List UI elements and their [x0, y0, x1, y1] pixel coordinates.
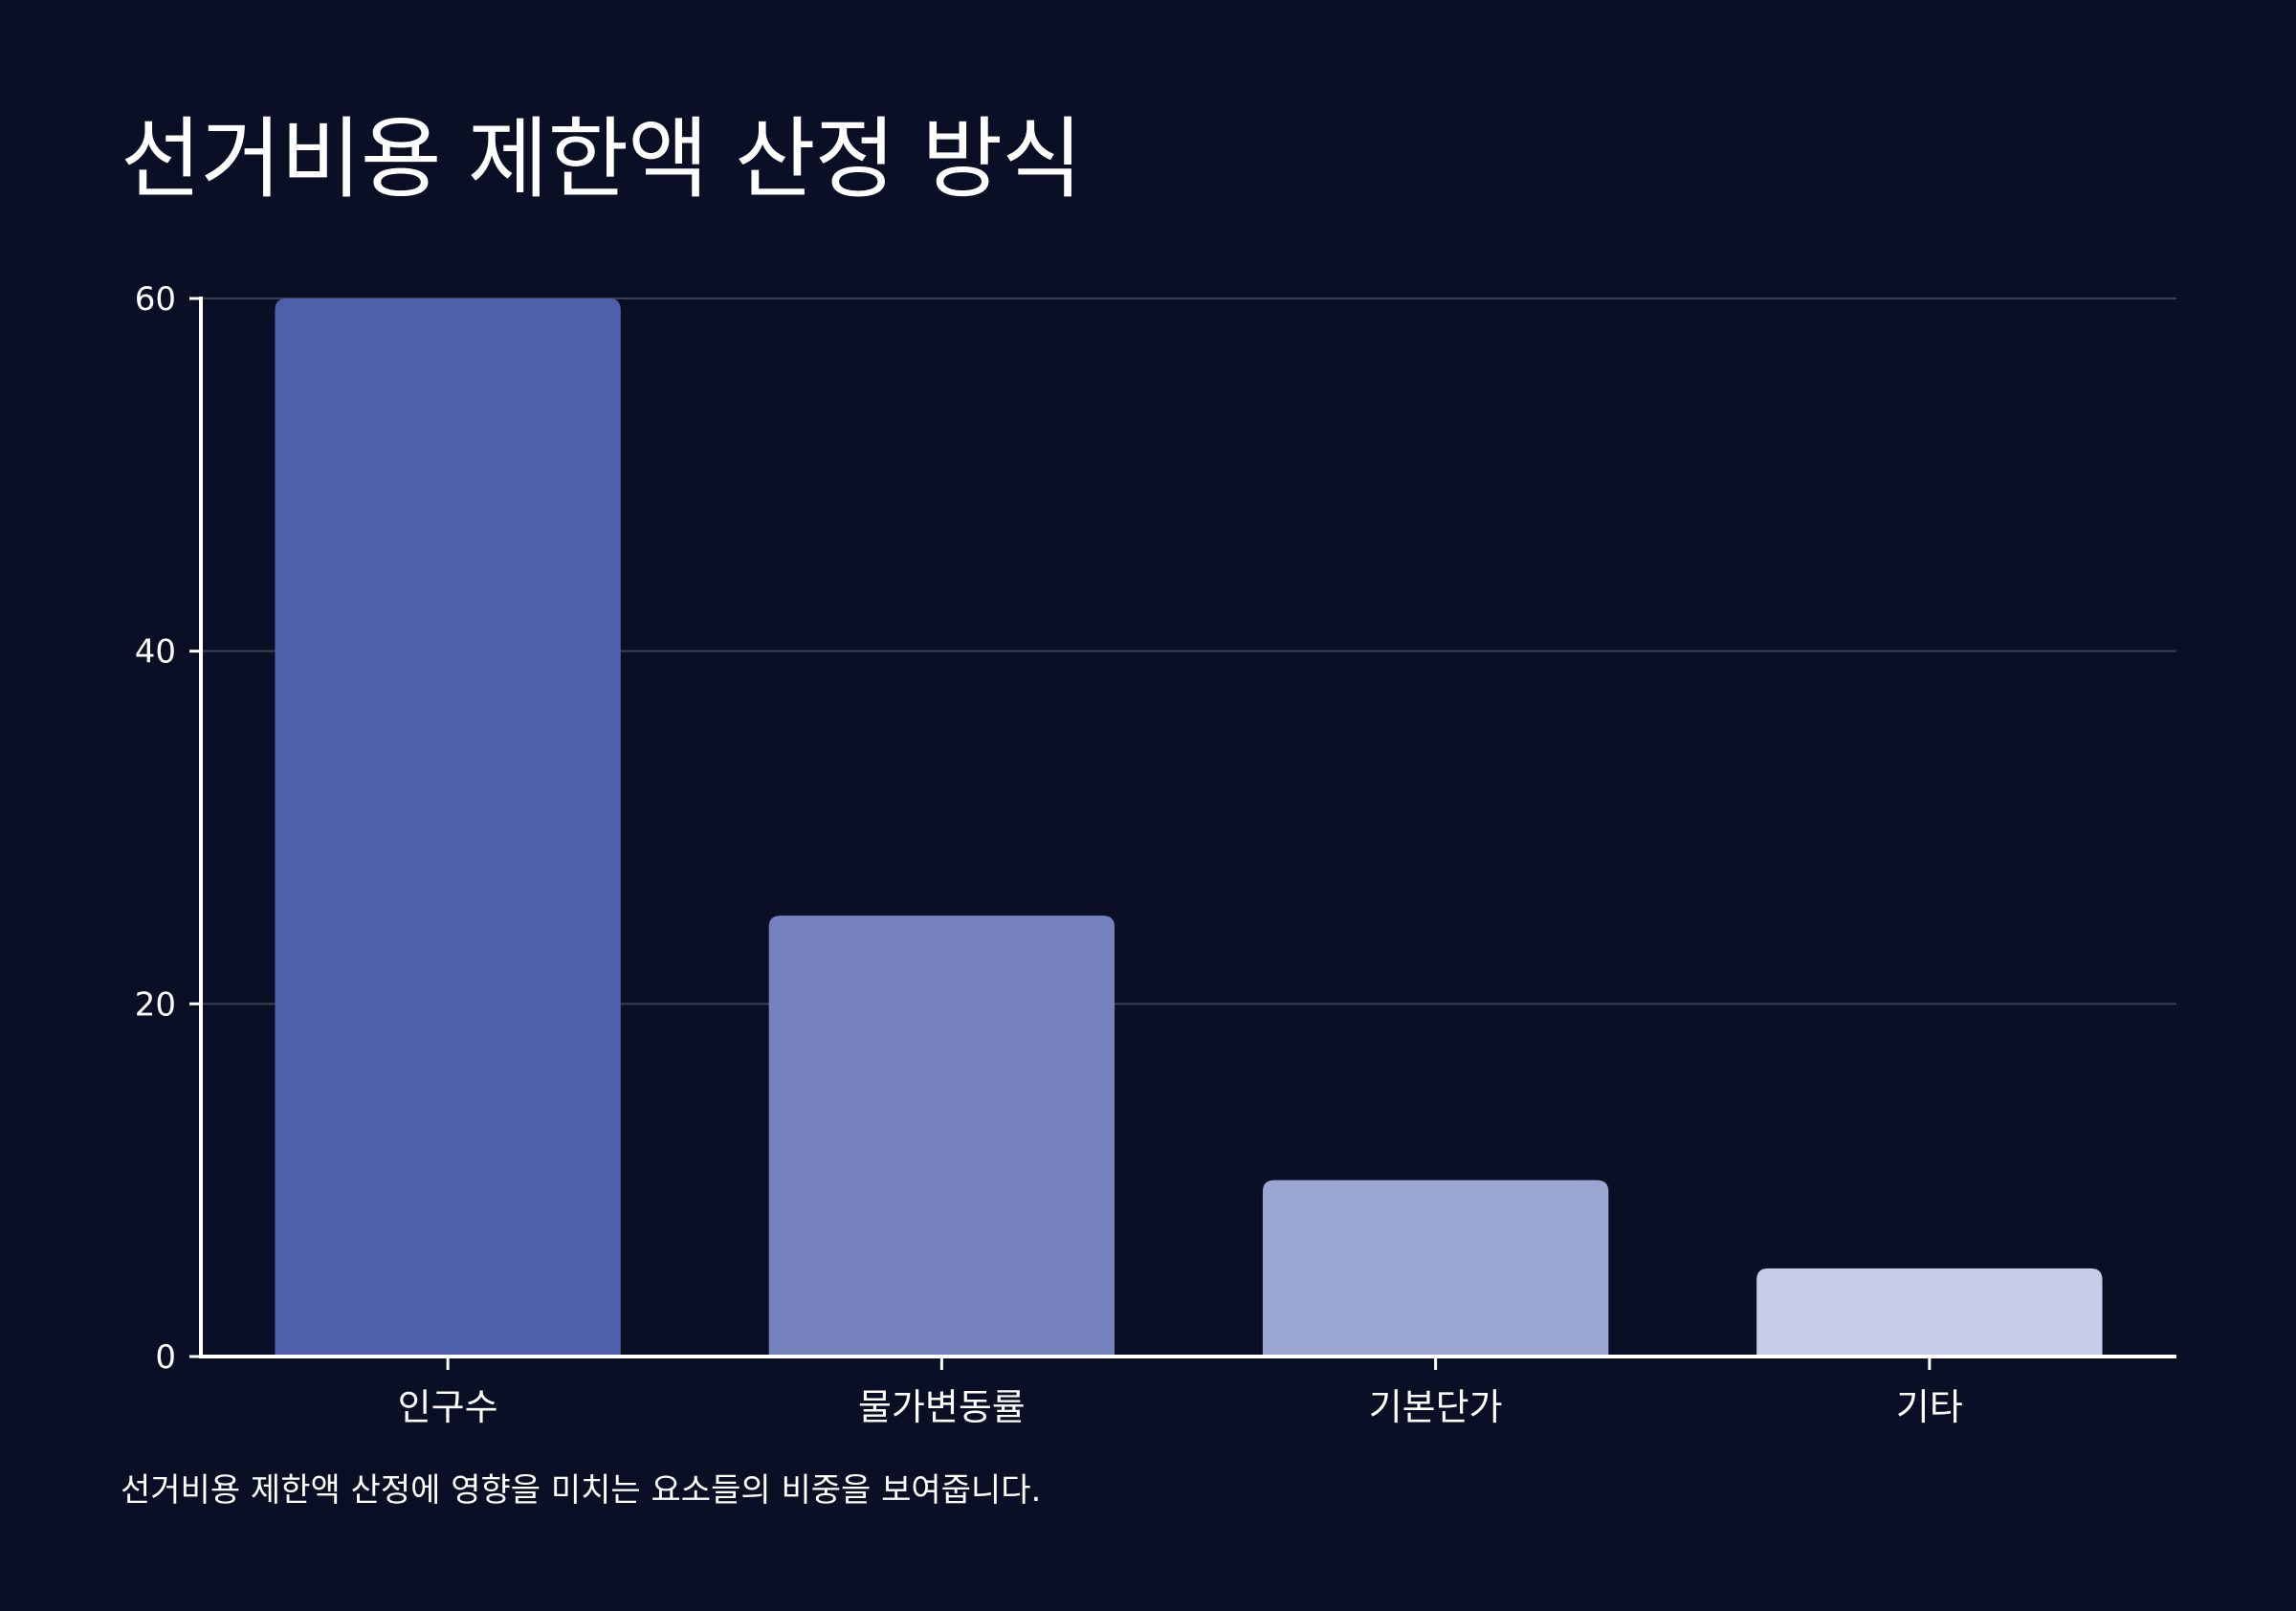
bar-1 [275, 298, 621, 1357]
chart-title: 선거비용 제한액 산정 방식 [121, 108, 1083, 210]
y-tick-label: 40 [135, 633, 176, 672]
y-tick-label: 20 [135, 985, 176, 1024]
bars [275, 298, 2103, 1357]
x-category-label: 기타 [1896, 1386, 1963, 1428]
x-category-label: 물가변동률 [858, 1386, 1026, 1428]
bar-3 [1262, 1180, 1609, 1357]
chart-caption: 선거비용 제한액 산정에 영향을 미치는 요소들의 비중을 보여줍니다. [121, 1471, 1042, 1510]
x-category-label: 인구수 [398, 1386, 498, 1428]
bar-4 [1756, 1268, 2103, 1357]
y-tick-label: 0 [155, 1338, 176, 1377]
x-category-label: 기본단가 [1369, 1386, 1503, 1428]
bar-2 [768, 916, 1115, 1357]
axis-labels: 0 20 40 60 인구수 물가변동률 기본단가 기타 [135, 280, 1963, 1428]
axes [189, 297, 2176, 1370]
y-tick-label: 60 [135, 280, 176, 319]
